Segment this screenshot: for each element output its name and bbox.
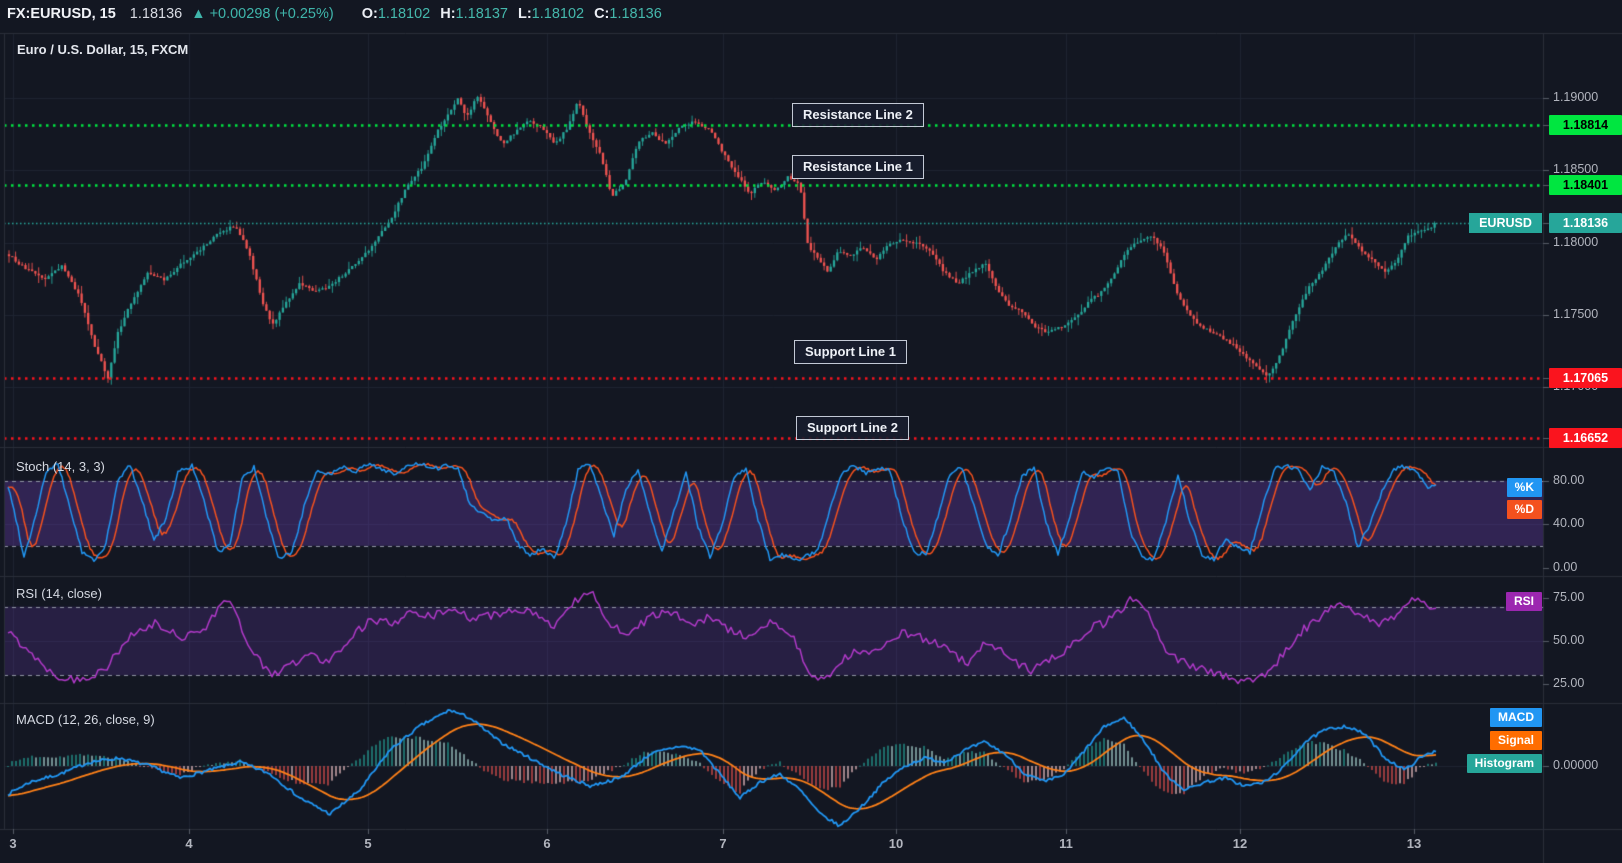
change-absolute: +0.00298 <box>209 6 271 22</box>
stoch-pane-title[interactable]: Stoch (14, 3, 3) <box>16 459 105 474</box>
macd-pane-title[interactable]: MACD (12, 26, close, 9) <box>16 712 155 727</box>
ohlc-topbar: FX:EURUSD, 15 1.18136 ▲ +0.00298 (+0.25%… <box>0 0 1622 28</box>
symbol-label[interactable]: FX:EURUSD, 15 <box>7 6 116 22</box>
price-tick-label: 1.17500 <box>1553 307 1599 321</box>
open-label: O: <box>361 6 378 22</box>
time-axis-label: 11 <box>1059 836 1073 851</box>
rsi-tick-label: 25.00 <box>1553 676 1585 690</box>
stoch-d-badge: %D <box>1506 500 1542 519</box>
rsi-tick-label: 75.00 <box>1553 590 1585 604</box>
low-label: L: <box>517 6 532 22</box>
line-annotation-label[interactable]: Support Line 1 <box>794 340 907 364</box>
close-label: C: <box>594 6 610 22</box>
macd-histogram-badge: Histogram <box>1466 754 1542 773</box>
price-tick-label: 1.18500 <box>1553 162 1599 176</box>
time-axis-label: 3 <box>9 836 17 851</box>
change-percent: (+0.25%) <box>274 6 334 22</box>
macd-badge: MACD <box>1490 708 1542 727</box>
price-level-badge: 1.18401 <box>1549 175 1622 195</box>
line-annotation-label[interactable]: Resistance Line 1 <box>792 155 924 179</box>
time-axis-label: 13 <box>1406 836 1422 851</box>
stoch-k-badge: %K <box>1506 478 1542 497</box>
chart-title[interactable]: Euro / U.S. Dollar, 15, FXCM <box>17 42 189 57</box>
stoch-tick-label: 0.00 <box>1553 560 1578 574</box>
rsi-pane-title[interactable]: RSI (14, close) <box>16 586 102 601</box>
line-annotation-label[interactable]: Support Line 2 <box>796 416 909 440</box>
macd-signal-badge: Signal <box>1489 731 1542 750</box>
rsi-badge: RSI <box>1505 592 1542 611</box>
price-tick-label: 1.19000 <box>1553 90 1599 104</box>
change-arrow-icon: ▲ <box>191 6 206 22</box>
price-level-badge: 1.18136 <box>1549 213 1622 233</box>
time-axis-label: 7 <box>719 836 727 851</box>
symbol-price-badge: EURUSD <box>1469 213 1542 233</box>
price-tick-label: 1.18000 <box>1553 235 1599 249</box>
time-axis-label: 10 <box>888 836 904 851</box>
price-level-badge: 1.16652 <box>1549 428 1622 448</box>
time-axis-label: 4 <box>185 836 193 851</box>
rsi-tick-label: 50.00 <box>1553 633 1585 647</box>
open-value: 1.18102 <box>377 6 431 22</box>
line-annotation-label[interactable]: Resistance Line 2 <box>792 103 924 127</box>
high-value: 1.18137 <box>455 6 508 22</box>
price-level-badge: 1.18814 <box>1549 115 1622 135</box>
stoch-tick-label: 40.00 <box>1553 516 1585 530</box>
macd-tick-label: 0.00000 <box>1553 758 1599 772</box>
time-axis-label: 6 <box>543 836 551 851</box>
high-label: H: <box>440 6 456 22</box>
close-value: 1.18136 <box>609 6 662 22</box>
stoch-tick-label: 80.00 <box>1553 473 1585 487</box>
low-value: 1.18102 <box>531 6 585 22</box>
price-level-badge: 1.17065 <box>1549 368 1622 388</box>
last-price: 1.18136 <box>129 6 183 22</box>
time-axis-label: 5 <box>364 836 372 851</box>
time-axis-label: 12 <box>1232 836 1248 851</box>
